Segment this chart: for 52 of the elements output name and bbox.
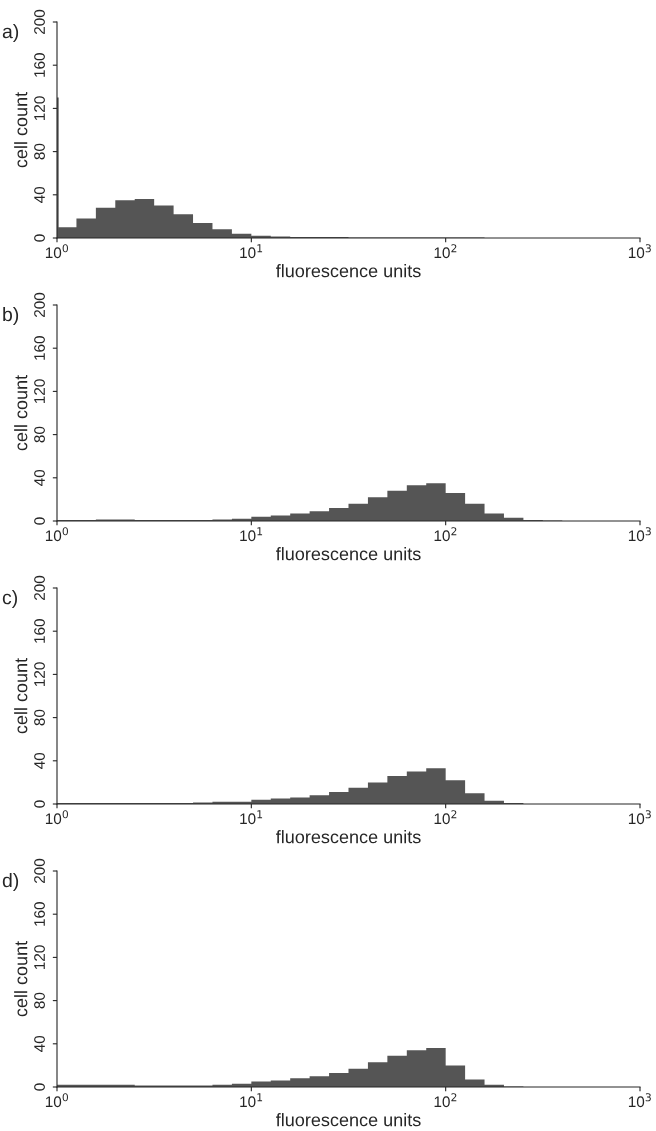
- x-tick-label: 10$^{1}$: [240, 244, 263, 259]
- x-tick-label: 10$^{2}$: [434, 244, 457, 259]
- chart-title: c): [2, 590, 17, 609]
- y-tick-label: 0: [34, 1083, 45, 1091]
- chart-title: b): [3, 307, 19, 326]
- x-tick-label: 10$^{2}$: [434, 527, 457, 542]
- y-tick-label: 40: [34, 752, 45, 769]
- y-tick-label: 80: [34, 992, 45, 1009]
- x-axis-title: fluorescence units: [276, 1113, 421, 1127]
- y-tick-label: 160: [34, 619, 45, 643]
- x-tick-label: 10$^{2}$: [434, 810, 457, 825]
- y-tick-label: 160: [34, 902, 45, 926]
- y-tick-label: 200: [34, 575, 45, 600]
- x-tick-label: 10$^{2}$: [434, 1093, 457, 1108]
- y-axis-title: cell count: [14, 657, 28, 734]
- y-tick-label: 0: [34, 517, 45, 525]
- x-tick-label: 10$^{0}$: [45, 1093, 69, 1108]
- y-tick-label: 160: [34, 336, 45, 360]
- y-tick-label: 200: [34, 858, 45, 883]
- y-tick-label: 120: [34, 662, 45, 686]
- x-tick-label: 10$^{0}$: [45, 527, 69, 542]
- y-tick-label: 200: [34, 292, 45, 317]
- x-tick-label: 10$^{1}$: [240, 527, 263, 542]
- x-tick-label: 10$^{0}$: [45, 244, 69, 259]
- y-tick-label: 80: [34, 426, 45, 443]
- x-tick-label: 10$^{0}$: [45, 810, 69, 825]
- x-tick-label: 10$^{3}$: [628, 810, 651, 825]
- y-tick-label: 200: [34, 9, 45, 34]
- chart-title: d): [2, 873, 19, 892]
- y-tick-label: 0: [34, 800, 45, 808]
- y-axis-title: cell count: [14, 374, 28, 451]
- x-tick-label: 10$^{3}$: [628, 1093, 651, 1108]
- x-axis-title: fluorescence units: [276, 547, 421, 561]
- y-axis-title: cell count: [14, 91, 28, 168]
- y-tick-label: 120: [34, 96, 45, 120]
- y-tick-label: 40: [34, 1035, 45, 1052]
- x-tick-label: 10$^{1}$: [240, 810, 263, 825]
- chart-title: a): [2, 24, 19, 43]
- x-axis-title: fluorescence units: [276, 830, 421, 844]
- x-axis-title: fluorescence units: [276, 264, 421, 278]
- y-axis-title: cell count: [14, 940, 28, 1017]
- y-tick-label: 40: [34, 186, 45, 203]
- y-tick-label: 40: [34, 469, 45, 486]
- y-tick-label: 160: [34, 53, 45, 77]
- x-tick-label: 10$^{1}$: [240, 1093, 263, 1108]
- y-tick-label: 120: [34, 379, 45, 403]
- y-tick-label: 80: [34, 709, 45, 726]
- x-tick-label: 10$^{3}$: [628, 244, 651, 259]
- y-tick-label: 80: [34, 143, 45, 160]
- x-tick-label: 10$^{3}$: [628, 527, 651, 542]
- y-tick-label: 120: [34, 945, 45, 969]
- y-tick-label: 0: [34, 234, 45, 242]
